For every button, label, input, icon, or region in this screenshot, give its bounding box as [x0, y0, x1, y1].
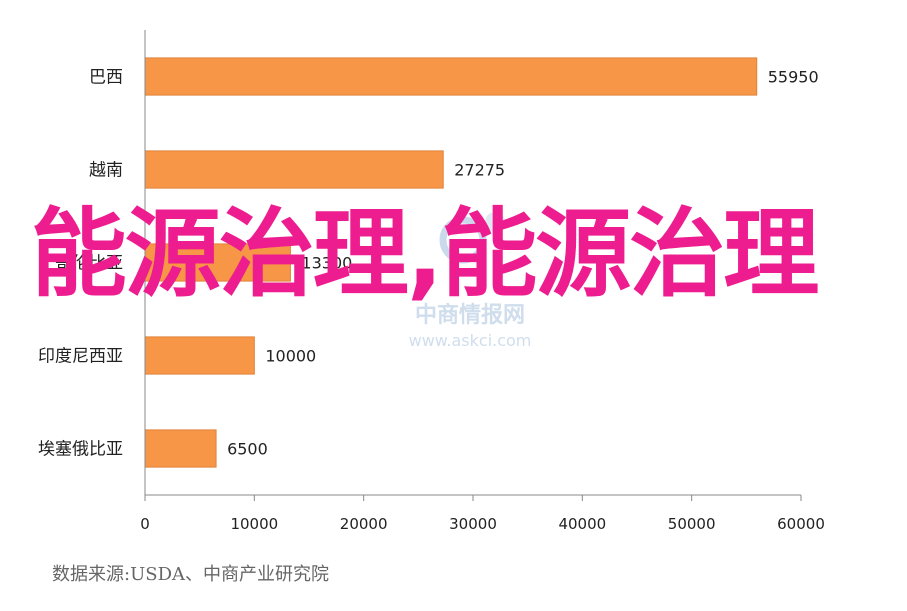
x-ticks-group: 0 10000 20000 30000 40000 50000 60000: [140, 495, 825, 533]
value-label: 55950: [768, 68, 819, 87]
x-tick-label: 60000: [777, 515, 825, 533]
watermark-url: www.askci.com: [409, 331, 532, 350]
watermark-name: 中商情报网: [415, 302, 525, 328]
askci-logo-icon: [439, 212, 505, 264]
x-tick-label: 10000: [230, 515, 278, 533]
value-label: 6500: [227, 440, 268, 459]
bars-group: 巴西 55950 越南 27275 哥伦比亚 13300 印度尼西亚 10000 埃塞俄比亚 65…: [38, 57, 819, 468]
category-label: 越南: [89, 161, 123, 181]
bar: [144, 243, 291, 282]
x-tick-label: 20000: [340, 515, 388, 533]
bar: [144, 336, 255, 375]
bar: [144, 150, 444, 189]
category-label: 埃塞俄比亚: [38, 440, 123, 460]
watermark: 中商情报网 www.askci.com: [409, 212, 532, 350]
bar: [144, 57, 758, 96]
x-tick-label: 50000: [668, 515, 716, 533]
bar: [144, 429, 217, 468]
value-label: 10000: [265, 347, 316, 366]
x-tick-label: 0: [140, 515, 150, 533]
x-tick-label: 30000: [449, 515, 497, 533]
category-label: 印度尼西亚: [38, 347, 123, 367]
source-note: 数据来源:USDA、中商产业研究院: [52, 564, 329, 585]
category-label: 巴西: [89, 68, 123, 88]
overlay-text: 能源治理,能源治理: [30, 198, 819, 310]
value-label: 27275: [454, 161, 505, 180]
x-tick-label: 40000: [558, 515, 606, 533]
value-label: 13300: [301, 254, 352, 273]
category-label: 哥伦比亚: [55, 254, 123, 274]
